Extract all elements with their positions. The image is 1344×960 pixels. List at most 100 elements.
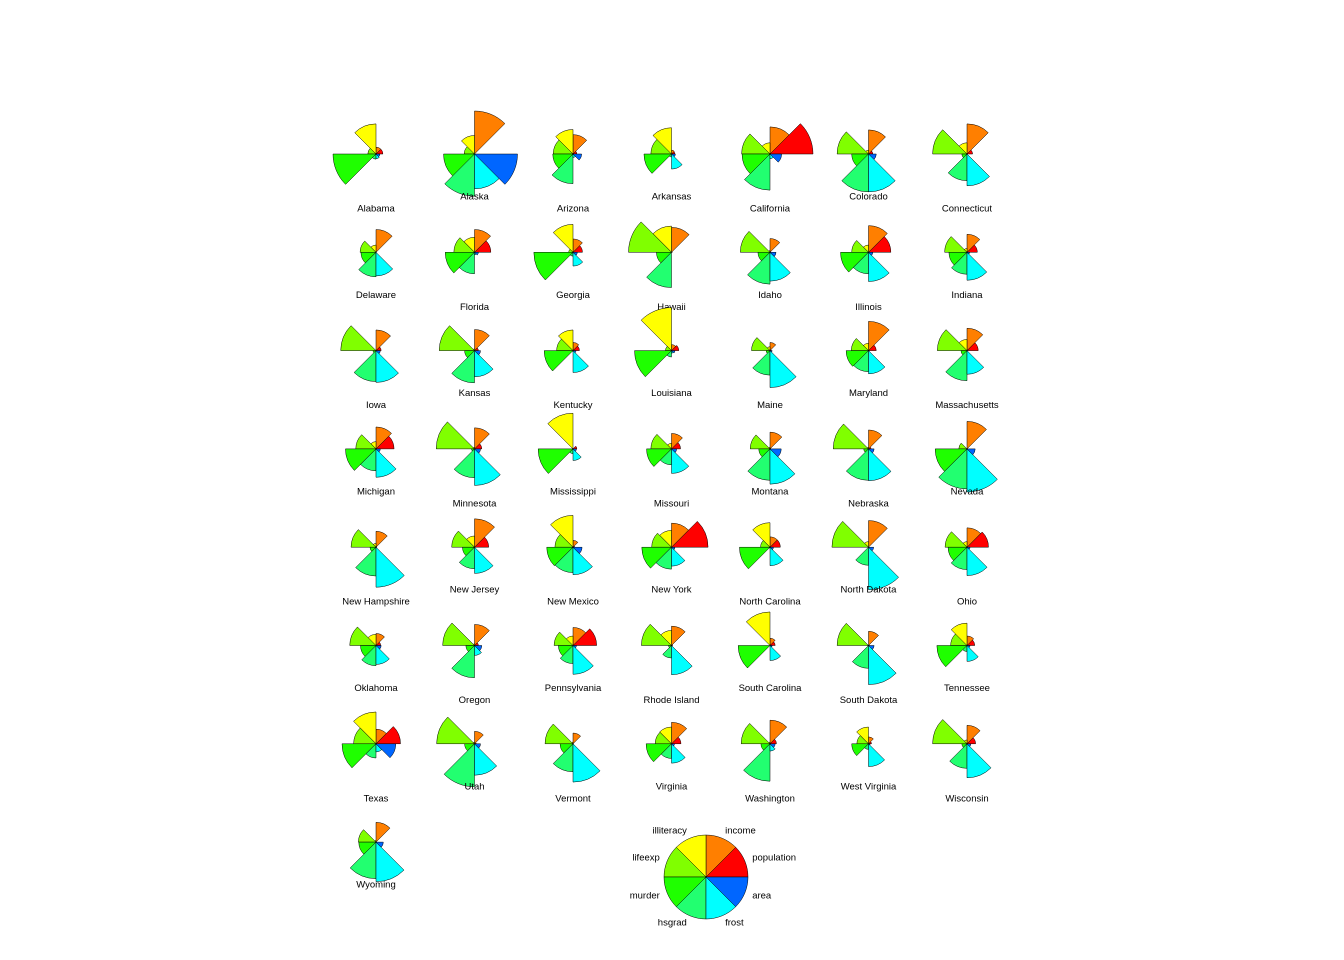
segment — [932, 129, 968, 155]
segment — [550, 515, 574, 548]
segment — [371, 153, 377, 160]
segment — [474, 349, 494, 378]
state-label: Hawaii — [657, 302, 686, 313]
segment — [966, 725, 981, 745]
state-label: California — [750, 204, 791, 215]
segment — [640, 307, 672, 352]
segment — [670, 546, 676, 550]
segment — [341, 743, 377, 769]
segment — [867, 350, 870, 352]
segment — [949, 743, 968, 769]
segment — [332, 153, 377, 185]
segment — [966, 743, 992, 779]
segment — [645, 743, 673, 763]
state-label: Indiana — [951, 290, 983, 301]
segment — [375, 743, 397, 759]
segment — [451, 644, 475, 679]
state-label: Virginia — [656, 781, 688, 792]
segment — [769, 252, 777, 257]
segment — [375, 546, 405, 588]
segment — [936, 645, 968, 668]
segment — [474, 743, 498, 776]
segment — [361, 644, 377, 666]
segment — [572, 546, 593, 575]
segment — [867, 645, 875, 650]
segment — [671, 153, 683, 170]
segment — [744, 153, 771, 191]
state-label: West Virginia — [841, 781, 897, 792]
segment — [474, 518, 495, 548]
segment — [375, 645, 382, 650]
segment — [353, 349, 377, 382]
state-label: Alaska — [460, 192, 489, 203]
segment — [375, 229, 393, 253]
segment — [349, 626, 377, 646]
segment — [355, 434, 377, 450]
segment — [350, 529, 377, 548]
segment — [868, 644, 897, 685]
segment — [436, 716, 476, 745]
segment — [572, 349, 589, 373]
segment — [769, 448, 782, 458]
state-label: Minnesota — [453, 498, 498, 509]
state-label: Oregon — [459, 695, 491, 706]
segment — [572, 628, 597, 646]
state-label: Tennessee — [944, 683, 990, 694]
segment — [966, 153, 990, 187]
segment — [474, 731, 484, 745]
segment — [650, 433, 673, 450]
segment — [453, 448, 475, 478]
segment — [543, 350, 574, 372]
segment — [769, 123, 814, 155]
segment — [769, 126, 790, 155]
segment — [375, 841, 384, 848]
segment — [652, 127, 672, 155]
state-label: Florida — [460, 302, 490, 313]
key-label: illiteracy — [653, 825, 688, 836]
segment — [769, 719, 788, 745]
segment — [831, 521, 870, 548]
segment — [473, 350, 481, 356]
segment — [444, 153, 475, 197]
key-label: area — [752, 891, 772, 902]
segment — [845, 448, 869, 481]
segment — [867, 743, 871, 746]
segment — [375, 251, 394, 277]
segment — [966, 349, 985, 375]
segment — [666, 349, 672, 358]
segment — [670, 521, 709, 548]
segment — [671, 644, 693, 675]
segment — [740, 230, 771, 253]
segment — [741, 133, 771, 155]
segment — [474, 229, 491, 253]
segment — [634, 350, 673, 378]
segment — [769, 645, 773, 648]
segment — [365, 743, 377, 759]
segment — [856, 726, 869, 745]
segment — [769, 238, 781, 253]
segment — [474, 448, 501, 486]
segment — [966, 327, 984, 352]
segment — [832, 423, 870, 450]
segment — [868, 153, 896, 193]
segment — [868, 429, 883, 450]
segment — [572, 743, 601, 783]
segment — [671, 546, 686, 567]
state-label: Arizona — [557, 204, 590, 215]
segment — [345, 448, 377, 471]
segment — [445, 252, 476, 274]
segment — [551, 153, 574, 184]
segment — [546, 546, 574, 567]
segment — [438, 325, 476, 351]
state-label: Idaho — [758, 290, 782, 301]
segment — [572, 252, 578, 256]
segment — [353, 711, 377, 745]
segment — [868, 743, 885, 767]
segment — [474, 427, 490, 450]
state-label: Oklahoma — [354, 683, 398, 694]
segment — [966, 448, 998, 493]
segment — [671, 448, 690, 474]
segment — [375, 633, 385, 647]
